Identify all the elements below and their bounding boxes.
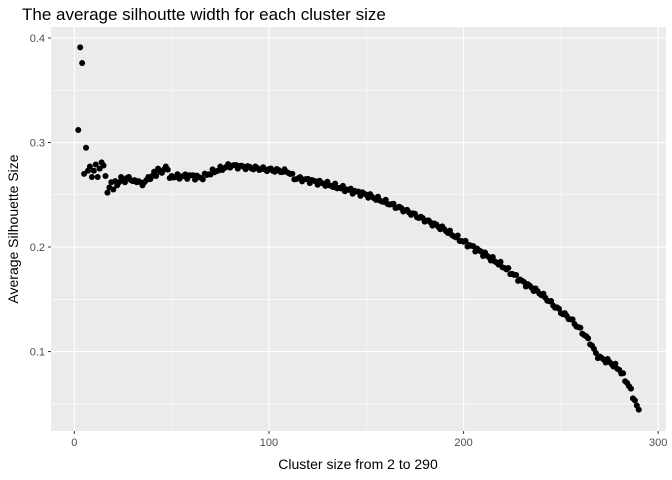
y-axis: 0.1 0.2 0.3 0.4 [30,33,51,359]
data-point [164,166,171,173]
data-point [612,360,619,367]
data-point [79,60,86,67]
y-tick-label: 0.1 [30,347,45,359]
data-point [90,167,97,174]
data-point [462,237,469,244]
data-point [77,44,84,51]
data-point [86,163,93,170]
y-tick-label: 0.4 [30,33,45,45]
data-point [83,144,90,151]
grid-major [51,27,666,431]
data-point [585,335,592,342]
data-point [88,174,95,180]
data-point [592,350,599,356]
data-point [497,258,504,265]
data-point [75,126,82,133]
data-point [627,385,634,392]
data-point [94,174,101,180]
x-tick-label: 300 [649,437,667,449]
data-point [513,272,520,279]
data-point [631,397,638,404]
x-tick-label: 0 [71,437,77,449]
data-point [110,186,117,193]
data-point [332,180,339,187]
data-point [289,170,296,177]
y-tick-label: 0.2 [30,242,45,254]
x-tick-label: 100 [260,437,278,449]
data-point [505,265,512,272]
data-point [339,182,346,189]
data-point [92,161,99,168]
x-tick-label: 200 [454,437,472,449]
data-point [104,189,111,196]
data-point [548,298,555,305]
y-axis-title: Average Silhouette Size [5,154,21,303]
data-point [569,316,576,323]
x-axis-title: Cluster size from 2 to 290 [278,456,438,472]
data-point [102,172,109,179]
data-point [199,176,206,183]
x-axis: 0 100 200 300 [71,431,667,449]
data-points [75,44,642,413]
data-point [454,232,461,239]
data-point [100,162,107,169]
data-point [577,324,584,331]
plot-panel [51,27,666,431]
data-point [620,370,627,377]
chart-title: The average silhoutte width for each clu… [22,5,386,24]
data-point [153,172,160,179]
data-point [635,406,642,413]
y-tick-label: 0.3 [30,138,45,150]
